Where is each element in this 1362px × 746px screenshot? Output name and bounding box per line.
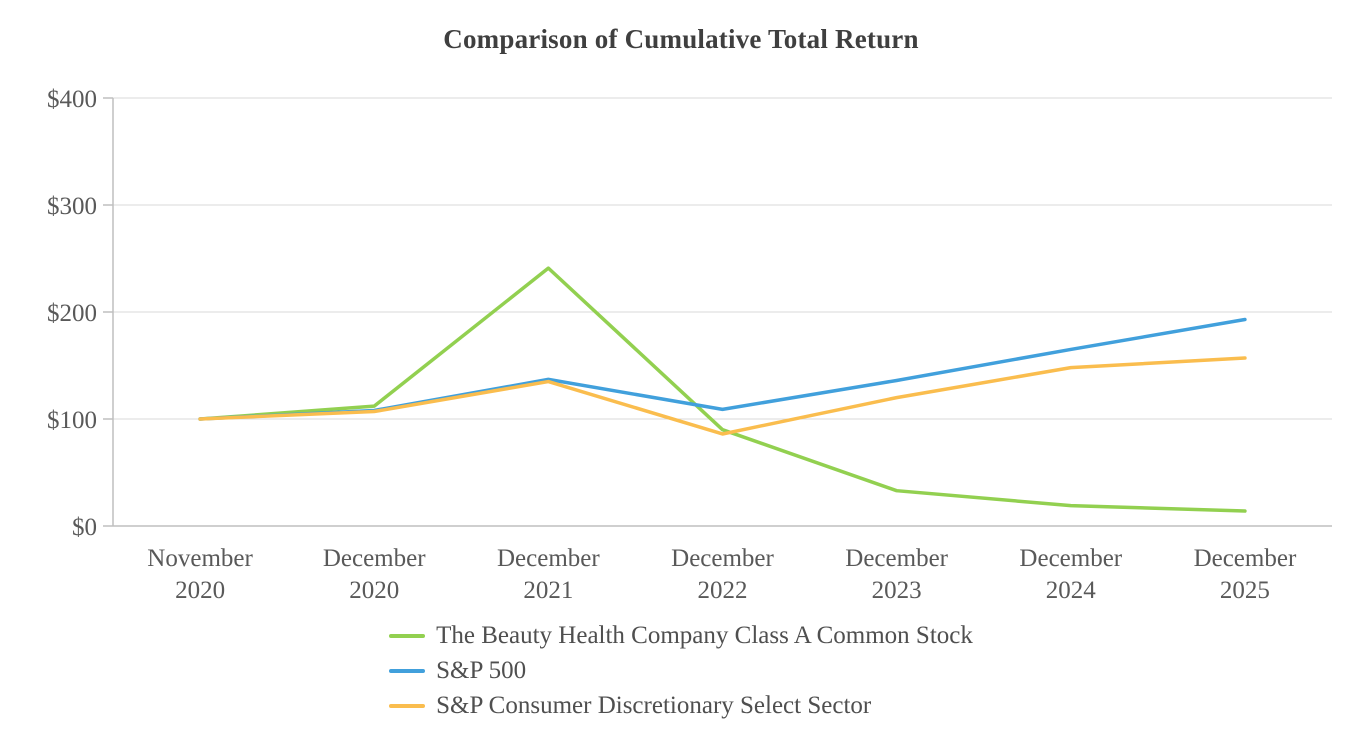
series-line	[198, 356, 1247, 436]
legend: The Beauty Health Company Class A Common…	[389, 622, 973, 720]
x-tick-label: December 2023	[845, 545, 948, 604]
x-tick-label: December 2021	[497, 545, 600, 604]
legend-swatch-line-icon	[389, 634, 426, 638]
series-line	[198, 317, 1247, 421]
y-axis-labels: $0 $100 $200 $300 $400	[47, 86, 97, 541]
y-tick-label: $100	[47, 407, 97, 434]
legend-item: S&P Consumer Discretionary Select Sector	[389, 692, 973, 720]
x-tick-label: December 2024	[1019, 545, 1122, 604]
y-tick-label: $200	[47, 300, 97, 327]
legend-swatch-line-icon	[389, 669, 426, 673]
y-tick-label: $0	[72, 514, 97, 541]
x-tick-label: November 2020	[147, 545, 253, 604]
legend-item: S&P 500	[389, 657, 973, 685]
axes	[103, 97, 1332, 527]
x-tick-label: December 2022	[671, 545, 774, 604]
x-tick-label: December 2020	[323, 545, 426, 604]
y-tick-label: $400	[47, 86, 97, 113]
series-line	[198, 266, 1247, 513]
y-tick-label: $300	[47, 193, 97, 220]
legend-swatch-line-icon	[389, 704, 426, 708]
legend-label: S&P Consumer Discretionary Select Sector	[436, 692, 872, 719]
x-axis-labels: November 2020 December 2020 December 2021 Dece…	[147, 545, 1297, 604]
gridlines	[113, 97, 1332, 420]
legend-label: S&P 500	[436, 657, 527, 684]
chart-title: Comparison of Cumulative Total Return	[443, 24, 919, 54]
legend-item: The Beauty Health Company Class A Common…	[389, 622, 973, 650]
line-chart: $0 $100 $200 $300 $400 November 2020 December 20…	[47, 86, 1332, 604]
legend-label: The Beauty Health Company Class A Common…	[436, 622, 973, 649]
x-tick-label: December 2025	[1194, 545, 1297, 604]
